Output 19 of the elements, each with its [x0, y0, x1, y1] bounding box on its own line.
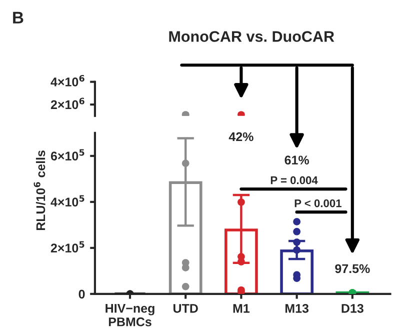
y-tick-label: 4×10$^{6}$: [50, 74, 84, 86]
y-tick-label: 2×10$^{6}$: [50, 98, 84, 110]
text: B: [13, 12, 24, 24]
x-tick-label: M13: [285, 304, 309, 313]
annotation: 61%: [284, 156, 309, 165]
annotation: 42%: [228, 132, 254, 142]
y-axis-title: RLU/10$^{6}$ cells: [34, 150, 46, 230]
annotation: P = 0.004: [270, 176, 318, 184]
x-tick-label: HIV−neg PBMCs: [106, 304, 154, 326]
y-tick-label: 4×10$^{5}$: [50, 195, 84, 206]
x-tick-label: M1: [233, 304, 250, 313]
annotation: 97.5%: [335, 264, 370, 274]
chart-title: MonoCAR vs. DuoCAR: [169, 31, 334, 42]
annotation: P < 0.001: [294, 199, 342, 208]
y-tick-label: 0: [78, 290, 85, 299]
x-tick-label: D13: [342, 304, 364, 313]
x-tick-label: UTD: [174, 304, 198, 313]
y-tick-label: 6×10$^{5}$: [50, 149, 84, 160]
y-tick-label: 2×10$^{5}$: [50, 241, 84, 252]
